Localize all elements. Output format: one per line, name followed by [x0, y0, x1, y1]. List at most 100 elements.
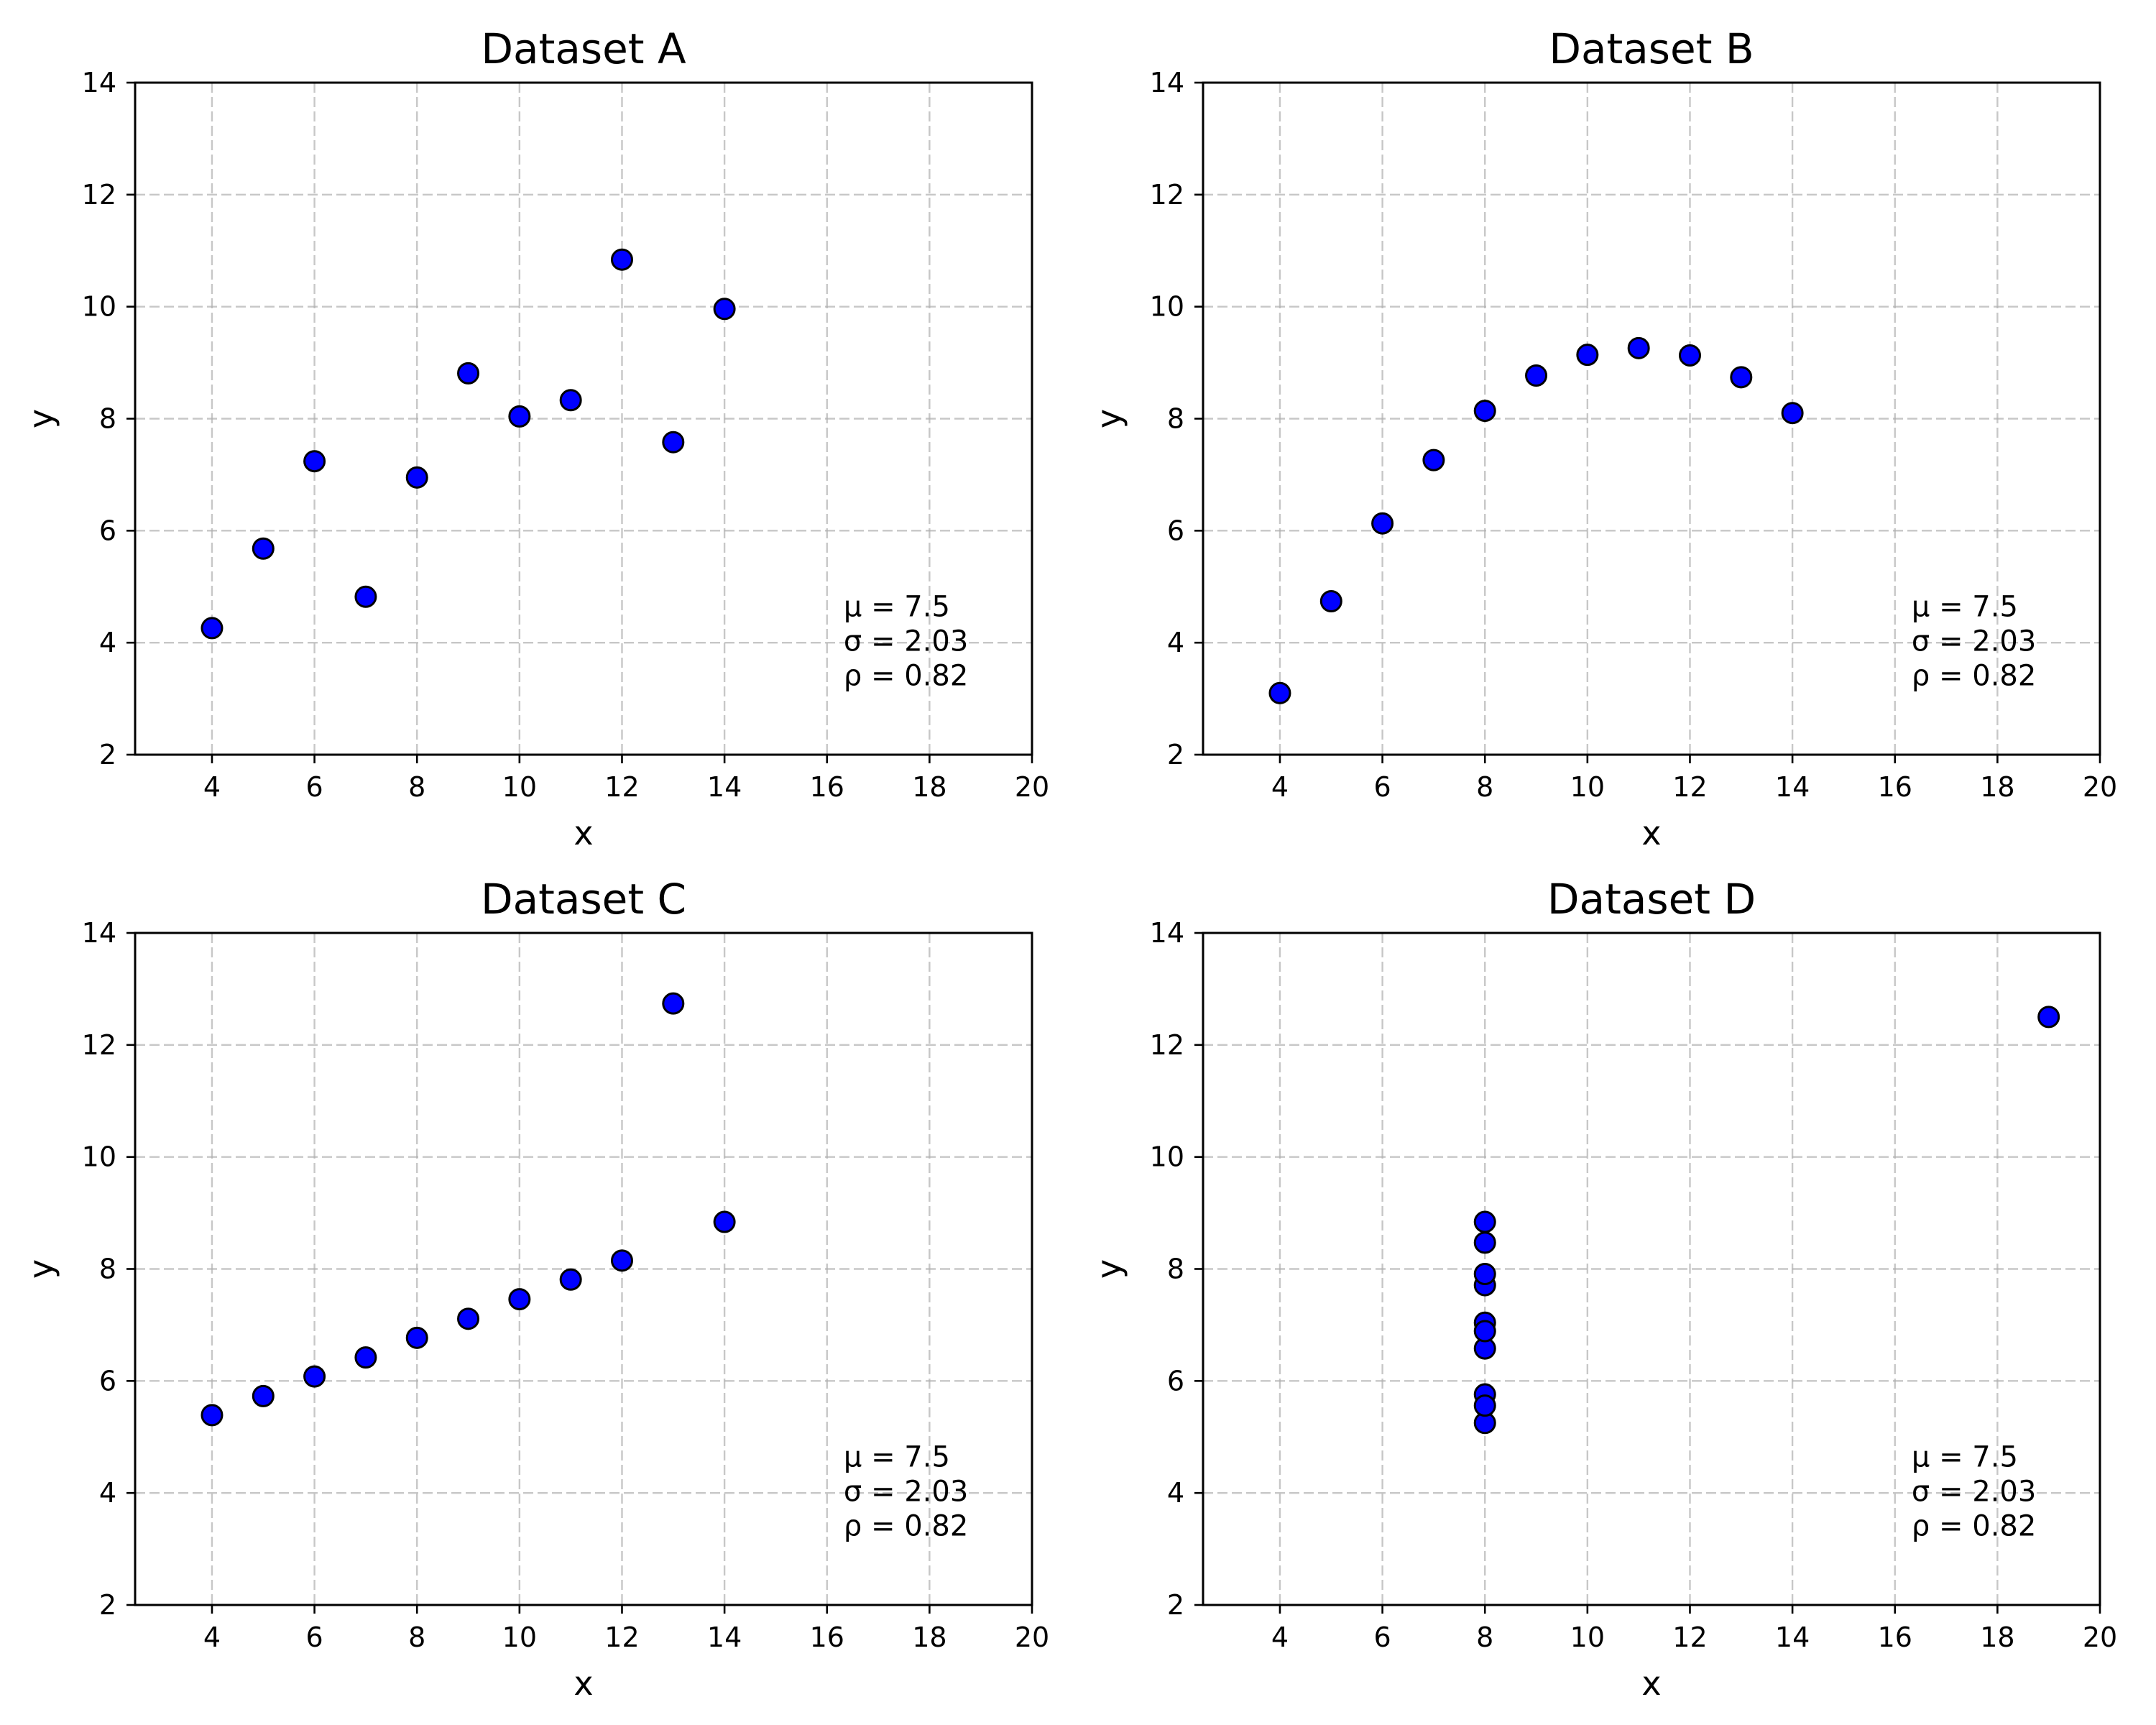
y-tick-label: 2 — [1167, 1589, 1184, 1621]
data-point — [1576, 344, 1599, 367]
x-tick-label: 8 — [408, 1622, 425, 1653]
y-tick-label: 12 — [1150, 179, 1184, 211]
stats-annotation: μ = 7.5 — [844, 590, 950, 623]
x-axis-label: x — [573, 814, 593, 852]
data-point — [201, 617, 224, 640]
x-tick-label: 14 — [707, 1622, 742, 1653]
x-tick-label: 6 — [306, 771, 323, 803]
data-point — [610, 248, 633, 271]
chart-b: 4 6 8 10 12 14 16 18 20 2 4 6 8 10 12 14 Dataset B x y μ = … — [1089, 24, 2117, 852]
x-tick-label: 10 — [1570, 1622, 1605, 1653]
chart-a: 4 6 8 10 12 14 16 18 20 2 4 6 8 10 12 14 Dataset A x y μ = … — [22, 24, 1049, 852]
y-axis-label: y — [1089, 409, 1128, 428]
stats-annotation: ρ = 0.82 — [844, 1509, 968, 1542]
data-point — [457, 1307, 480, 1330]
y-tick-label: 4 — [99, 1477, 116, 1509]
x-tick-label: 16 — [810, 1622, 844, 1653]
data-point — [1473, 1263, 1496, 1286]
y-axis-label: y — [1089, 1259, 1128, 1279]
x-axis-label: x — [1641, 814, 1661, 852]
data-point — [1268, 681, 1291, 704]
y-tick-label: 10 — [82, 291, 116, 323]
x-tick-label: 20 — [1015, 1622, 1049, 1653]
data-point — [1319, 590, 1342, 613]
stats-annotation: σ = 2.03 — [1912, 625, 2036, 658]
x-tick-label: 6 — [1374, 771, 1391, 803]
x-tick-label: 4 — [203, 771, 221, 803]
data-point — [2037, 1006, 2060, 1029]
y-tick-label: 12 — [82, 179, 116, 211]
y-tick-label: 6 — [99, 515, 116, 546]
x-tick-label: 10 — [502, 1622, 537, 1653]
plot-frame — [134, 932, 1033, 1606]
data-point — [252, 537, 275, 560]
data-point — [457, 362, 480, 385]
x-tick-label: 4 — [1271, 771, 1289, 803]
data-point — [1473, 400, 1496, 423]
data-point — [1371, 512, 1394, 535]
x-tick-label: 16 — [1878, 1622, 1912, 1653]
data-point — [303, 1365, 326, 1388]
y-tick-label: 4 — [1167, 1477, 1184, 1509]
data-point — [405, 1326, 428, 1349]
data-point — [1781, 402, 1804, 425]
plot-frame — [134, 81, 1033, 756]
data-point — [1473, 1231, 1496, 1254]
data-point — [662, 431, 685, 454]
y-tick-label: 8 — [99, 403, 116, 435]
stats-annotation: σ = 2.03 — [844, 1475, 968, 1508]
y-tick-label: 10 — [1150, 291, 1184, 323]
stats-annotation: μ = 7.5 — [844, 1440, 950, 1473]
y-tick-label: 14 — [82, 67, 116, 98]
data-point — [610, 1249, 633, 1272]
data-point — [1525, 364, 1548, 387]
y-axis-label: y — [22, 409, 60, 428]
x-tick-label: 18 — [1980, 771, 2014, 803]
y-tick-label: 10 — [82, 1141, 116, 1173]
x-tick-label: 18 — [912, 771, 946, 803]
x-tick-label: 4 — [203, 1622, 221, 1653]
y-tick-label: 8 — [1167, 403, 1184, 435]
data-point — [662, 992, 685, 1015]
stats-annotation: μ = 7.5 — [1912, 590, 2018, 623]
y-tick-label: 14 — [1150, 67, 1184, 98]
y-tick-label: 6 — [1167, 1365, 1184, 1397]
y-tick-label: 14 — [1150, 917, 1184, 949]
x-tick-label: 8 — [408, 771, 425, 803]
stats-annotation: ρ = 0.82 — [1912, 1509, 2036, 1542]
data-point — [354, 1346, 377, 1369]
x-tick-label: 18 — [1980, 1622, 2014, 1653]
x-tick-label: 6 — [1374, 1622, 1391, 1653]
y-tick-label: 8 — [1167, 1254, 1184, 1285]
x-axis-label: x — [573, 1664, 593, 1703]
plot-frame — [1202, 81, 2101, 756]
data-point — [303, 450, 326, 473]
data-point — [354, 585, 377, 608]
data-point — [1473, 1320, 1496, 1343]
stats-annotation: μ = 7.5 — [1912, 1440, 2018, 1473]
data-point — [1627, 336, 1650, 359]
x-tick-label: 8 — [1476, 771, 1493, 803]
data-point — [713, 298, 736, 321]
x-tick-label: 20 — [2083, 1622, 2117, 1653]
x-tick-label: 12 — [1672, 1622, 1707, 1653]
data-point — [201, 1404, 224, 1427]
x-tick-label: 12 — [1672, 771, 1707, 803]
x-tick-label: 10 — [502, 771, 537, 803]
y-tick-label: 6 — [99, 1365, 116, 1397]
chart-title: Dataset D — [1547, 875, 1756, 924]
y-tick-label: 4 — [99, 627, 116, 658]
x-tick-label: 20 — [2083, 771, 2117, 803]
chart-title: Dataset B — [1549, 24, 1754, 73]
y-tick-label: 6 — [1167, 515, 1184, 546]
data-point — [1473, 1394, 1496, 1417]
y-axis-label: y — [22, 1259, 60, 1279]
x-tick-label: 6 — [306, 1622, 323, 1653]
stats-annotation: σ = 2.03 — [844, 625, 968, 658]
data-point — [508, 405, 531, 428]
data-point — [559, 389, 582, 412]
y-tick-label: 10 — [1150, 1141, 1184, 1173]
y-tick-label: 8 — [99, 1254, 116, 1285]
x-tick-label: 14 — [707, 771, 742, 803]
